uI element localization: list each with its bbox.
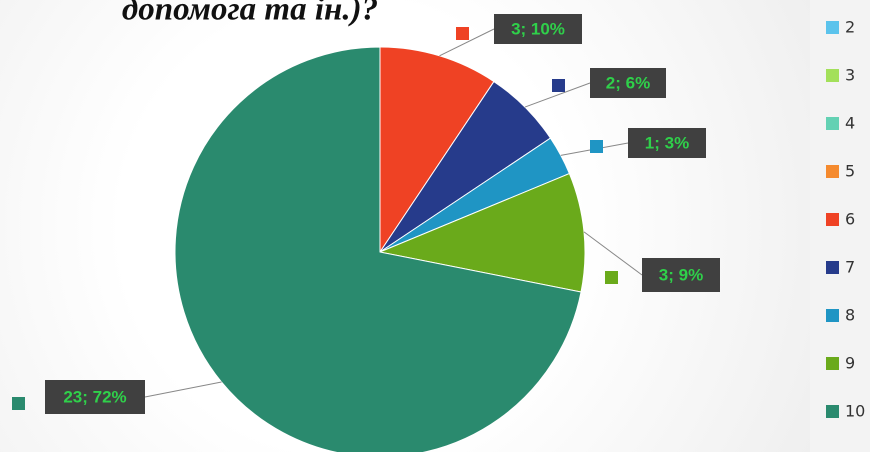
label-box <box>590 68 666 98</box>
legend-label: 9 <box>845 354 855 373</box>
data-label: 3; 10% <box>511 19 565 38</box>
pie-slice <box>378 172 586 293</box>
legend-swatch <box>826 117 839 130</box>
legend-label: 10 <box>845 402 865 421</box>
legend-swatch <box>826 405 839 418</box>
label-box <box>494 14 582 44</box>
legend-label: 8 <box>845 306 855 325</box>
legend-label: 5 <box>845 162 855 181</box>
pie-slice <box>174 46 582 452</box>
legend-swatch <box>826 165 839 178</box>
legend-swatch <box>826 21 839 34</box>
data-label: 3; 9% <box>659 265 703 284</box>
label-key <box>590 140 603 153</box>
label-box <box>628 128 706 158</box>
data-label: 1; 3% <box>645 133 689 152</box>
legend-swatch <box>826 357 839 370</box>
leader-line <box>524 82 591 108</box>
legend-label: 2 <box>845 18 855 37</box>
legend-label: 3 <box>845 66 855 85</box>
legend-swatch <box>826 261 839 274</box>
leader-line <box>439 28 495 57</box>
legend-label: 4 <box>845 114 855 133</box>
data-label: 2; 6% <box>606 73 650 92</box>
legend-label: 6 <box>845 210 855 229</box>
legend-label: 7 <box>845 258 855 277</box>
label-box <box>642 258 720 292</box>
legend-swatch <box>826 213 839 226</box>
leader-line <box>583 231 643 276</box>
legend-swatch <box>826 69 839 82</box>
label-key <box>605 271 618 284</box>
label-key <box>552 79 565 92</box>
data-label: 23; 72% <box>63 387 126 406</box>
pie-slice <box>379 46 495 254</box>
label-box <box>45 380 145 414</box>
leader-line <box>144 381 222 398</box>
label-key <box>456 27 469 40</box>
legend-panel <box>810 0 870 452</box>
label-key <box>12 397 25 410</box>
chart-title: допомога та ін.)? <box>122 0 378 28</box>
legend-swatch <box>826 309 839 322</box>
